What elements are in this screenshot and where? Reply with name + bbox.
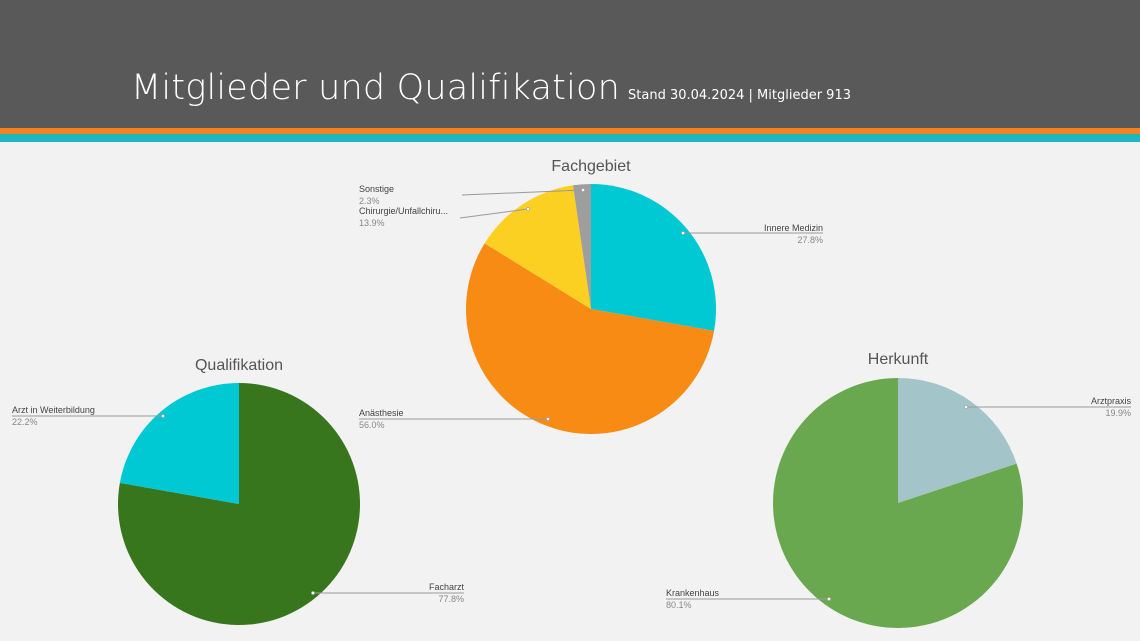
leader-dot-krankenhaus (827, 597, 831, 601)
pie-chart-fachgebiet: Fachgebiet Innere Medizin 27.8% Anästhesie 5… (359, 158, 823, 435)
slice-label-innere-medizin: Innere Medizin (764, 223, 823, 233)
header-bar (0, 0, 1140, 128)
leader-dot-arztpraxis (964, 405, 968, 409)
accent-stripe-orange (0, 128, 1140, 134)
leader-dot-facharzt (311, 591, 315, 595)
slice-label-arzt-in-weiterbildung: Arzt in Weiterbildung (12, 405, 95, 415)
leader-dot-arzt-in-weiterbildung (161, 414, 165, 418)
pie-chart-herkunft: Herkunft Arztpraxis 19.9% Krankenhaus 80.1% (666, 351, 1132, 629)
pie-slice-anaesthesie (465, 243, 715, 435)
slice-label-krankenhaus: Krankenhaus (666, 588, 720, 598)
slice-label-facharzt: Facharzt (429, 582, 465, 592)
leader-line-sonstige (461, 189, 584, 196)
pie-slice-arzt-in-weiterbildung (119, 383, 239, 504)
page-subtitle: Stand 30.04.2024 | Mitglieder 913 (628, 88, 851, 103)
slice-percent-facharzt: 77.8% (438, 594, 464, 604)
slice-percent-chirurgie-unfallchiru: 13.9% (359, 218, 385, 228)
chart-title-fachgebiet: Fachgebiet (551, 158, 631, 175)
title-block: Mitglieder und Qualifikation Stand 30.04.… (131, 68, 851, 108)
slice-percent-arztpraxis: 19.9% (1105, 408, 1131, 418)
slice-percent-innere-medizin: 27.8% (797, 235, 823, 245)
leader-line-chirurgie-unfallchiru (459, 208, 529, 219)
slice-percent-anaesthesie: 56.0% (359, 420, 385, 430)
pie-slice-arztpraxis (898, 378, 1017, 503)
page-title: Mitglieder und Qualifikation (131, 68, 621, 108)
slice-label-arztpraxis: Arztpraxis (1091, 396, 1132, 406)
pie-chart-qualifikation: Qualifikation Facharzt 77.8% Arzt in Weiter… (12, 357, 464, 625)
leader-dot-sonstige (581, 188, 585, 192)
slice-label-anaesthesie: Anästhesie (359, 408, 404, 418)
pie-slice-innere-medizin (591, 184, 716, 331)
slice-percent-sonstige: 2.3% (359, 196, 380, 206)
leader-dot-anaesthesie (546, 417, 550, 421)
pie-slice-chirurgie-unfallchiru (484, 185, 591, 309)
leader-dot-chirurgie-unfallchiru (526, 207, 530, 211)
slice-percent-arzt-in-weiterbildung: 22.2% (12, 417, 38, 427)
slice-label-chirurgie-unfallchiru: Chirurgie/Unfallchiru... (359, 206, 448, 216)
chart-title-herkunft: Herkunft (868, 351, 929, 368)
pie-slice-sonstige (573, 184, 591, 309)
slice-label-sonstige: Sonstige (359, 184, 394, 194)
pie-slice-facharzt (118, 383, 361, 625)
slice-percent-krankenhaus: 80.1% (666, 600, 692, 610)
leader-dot-innere-medizin (681, 231, 685, 235)
pie-slice-krankenhaus (773, 378, 1024, 629)
accent-stripe-teal (0, 134, 1140, 142)
chart-title-qualifikation: Qualifikation (195, 357, 283, 374)
